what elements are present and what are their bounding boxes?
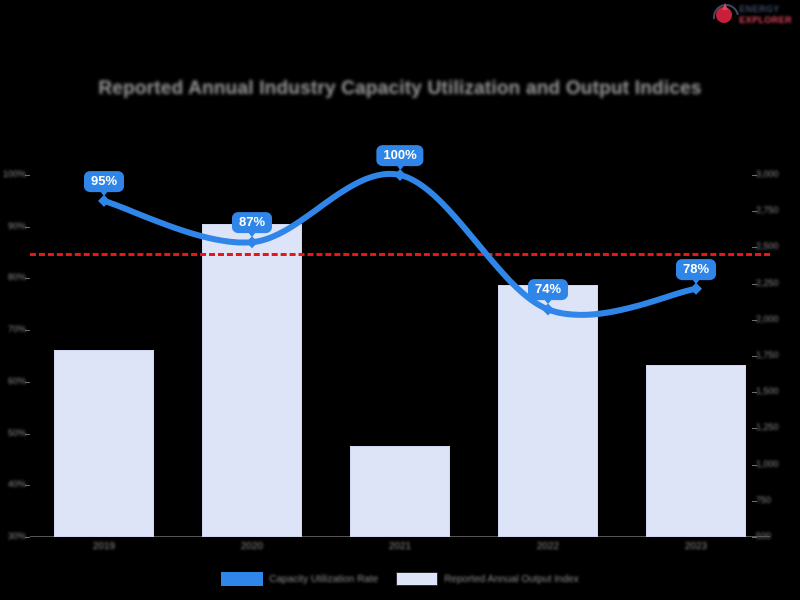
y-right-tick-mark xyxy=(752,428,757,430)
logo-burst-icon xyxy=(708,0,745,36)
y-right-tick-mark xyxy=(752,356,757,357)
x-tick-label-2023: 2023 xyxy=(684,541,708,552)
data-label-2021: 100% xyxy=(376,145,424,170)
y-left-tick-mark xyxy=(25,175,30,176)
y-right-tick-label: 2,000 xyxy=(756,313,779,324)
x-tick-label-2019: 2019 xyxy=(92,541,116,552)
y-right-tick-label: 2,250 xyxy=(756,277,779,288)
line-series xyxy=(98,169,702,318)
y-axis-right: 3,000 2,750 2,500 2,250 2,000 1,750 1,500 1,250… xyxy=(752,169,800,541)
y-right-tick-label: 1,750 xyxy=(756,350,779,360)
x-tick-label-2021: 2021 xyxy=(388,541,412,552)
y-right-tick-mark xyxy=(752,319,757,321)
y-left-tick-label: 80% xyxy=(7,272,26,283)
bar-2023[interactable] xyxy=(646,364,746,537)
y-left-tick-label: 90% xyxy=(7,220,26,231)
y-left-tick-label: 30% xyxy=(7,531,26,541)
y-left-tick-mark xyxy=(25,278,30,280)
y-left-tick-mark xyxy=(25,433,30,435)
logo-line-1: ENERGY xyxy=(739,4,780,14)
y-right-tick-mark xyxy=(752,500,757,502)
y-right-tick-label: 3,000 xyxy=(756,169,779,179)
y-right-tick-label: 750 xyxy=(756,494,772,505)
data-label-2023: 78% xyxy=(675,258,717,284)
y-right-tick-mark xyxy=(752,247,757,249)
logo-wordmark: ENERGY EXPLORER xyxy=(739,5,792,25)
legend-swatch-line xyxy=(221,572,264,586)
data-label-2020: 87% xyxy=(231,212,273,238)
bar-2021[interactable] xyxy=(350,445,450,537)
data-point-marker-2020[interactable] xyxy=(246,236,258,249)
y-left-tick-label: 40% xyxy=(7,479,26,490)
data-label-2022: 74% xyxy=(527,279,569,305)
legend-label-bar: Reported Annual Output Index xyxy=(444,573,579,585)
y-left-tick-mark xyxy=(25,537,30,538)
y-left-tick-mark xyxy=(25,330,30,332)
legend-label-line: Capacity Utilization Rate xyxy=(269,573,379,585)
y-right-tick-label: 1,500 xyxy=(756,386,779,397)
y-left-tick-label: 100% xyxy=(2,169,26,179)
y-right-tick-mark xyxy=(752,464,757,466)
data-point-marker-2023[interactable] xyxy=(690,282,702,295)
legend-swatch-bar xyxy=(396,572,439,586)
y-left-tick-mark xyxy=(25,226,30,228)
plot-area: 95% 87% 100% 74% 78% xyxy=(30,145,770,537)
chart-title: Reported Annual Industry Capacity Utiliz… xyxy=(98,78,702,99)
legend-item-line[interactable]: Capacity Utilization Rate xyxy=(221,572,378,586)
legend-item-bar[interactable]: Reported Annual Output Index xyxy=(396,572,579,586)
y-right-tick-label: 1,000 xyxy=(756,458,779,469)
y-left-tick-label: 50% xyxy=(7,427,26,438)
bar-2019[interactable] xyxy=(54,350,154,537)
brand-logo: ENERGY EXPLORER xyxy=(708,0,792,36)
bar-2022[interactable] xyxy=(498,285,598,537)
x-tick-label-2020: 2020 xyxy=(240,541,264,552)
threshold-line xyxy=(30,252,770,256)
y-left-tick-mark xyxy=(25,381,30,383)
y-right-tick-mark xyxy=(752,283,757,285)
y-right-tick-label: 1,250 xyxy=(756,422,779,433)
chart-legend: Capacity Utilization Rate Reported Annua… xyxy=(0,572,800,586)
data-point-marker-2021[interactable] xyxy=(394,169,406,181)
x-axis-labels: 2019 2020 2021 2022 2023 xyxy=(30,541,770,557)
data-label-2019: 95% xyxy=(83,170,125,196)
y-right-tick-label: 2,500 xyxy=(756,241,779,252)
data-point-marker-2022[interactable] xyxy=(542,303,554,316)
y-axis-left: 100% 90% 80% 70% 60% 50% 40% 30% xyxy=(0,169,30,541)
logo-line-2: EXPLORER xyxy=(739,15,792,25)
y-right-tick-mark xyxy=(752,211,757,213)
y-left-tick-mark xyxy=(25,485,30,487)
y-right-tick-mark xyxy=(752,537,757,538)
y-left-tick-label: 70% xyxy=(7,324,26,335)
y-left-tick-label: 60% xyxy=(7,375,26,386)
y-right-tick-mark xyxy=(752,392,757,394)
y-right-tick-mark xyxy=(752,175,757,176)
data-point-marker-2019[interactable] xyxy=(98,194,110,207)
x-tick-label-2022: 2022 xyxy=(536,541,560,552)
y-right-tick-label: 2,750 xyxy=(756,205,779,216)
